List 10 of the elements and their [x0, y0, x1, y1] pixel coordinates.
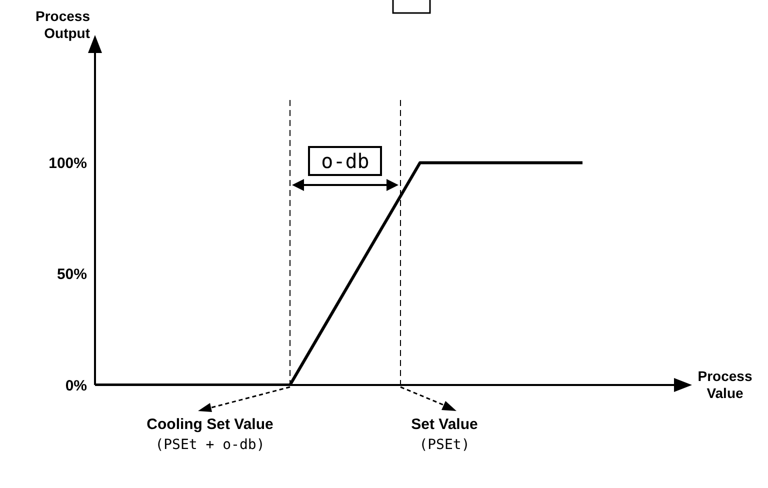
y-tick-label: 50% [56, 266, 87, 284]
text: Set Value [410, 416, 479, 433]
text: Cooling Set Value [146, 416, 274, 433]
y-tick-label: 100% [48, 155, 87, 172]
y-tick-label: 0% [65, 377, 87, 394]
annotation: o-db [308, 146, 382, 176]
y-axis-title: Process Output [34, 8, 90, 42]
x-axis-title: Process Value [696, 368, 754, 402]
text: (PSEt) [418, 437, 471, 453]
text: (PSEt + o-db) [154, 437, 266, 453]
